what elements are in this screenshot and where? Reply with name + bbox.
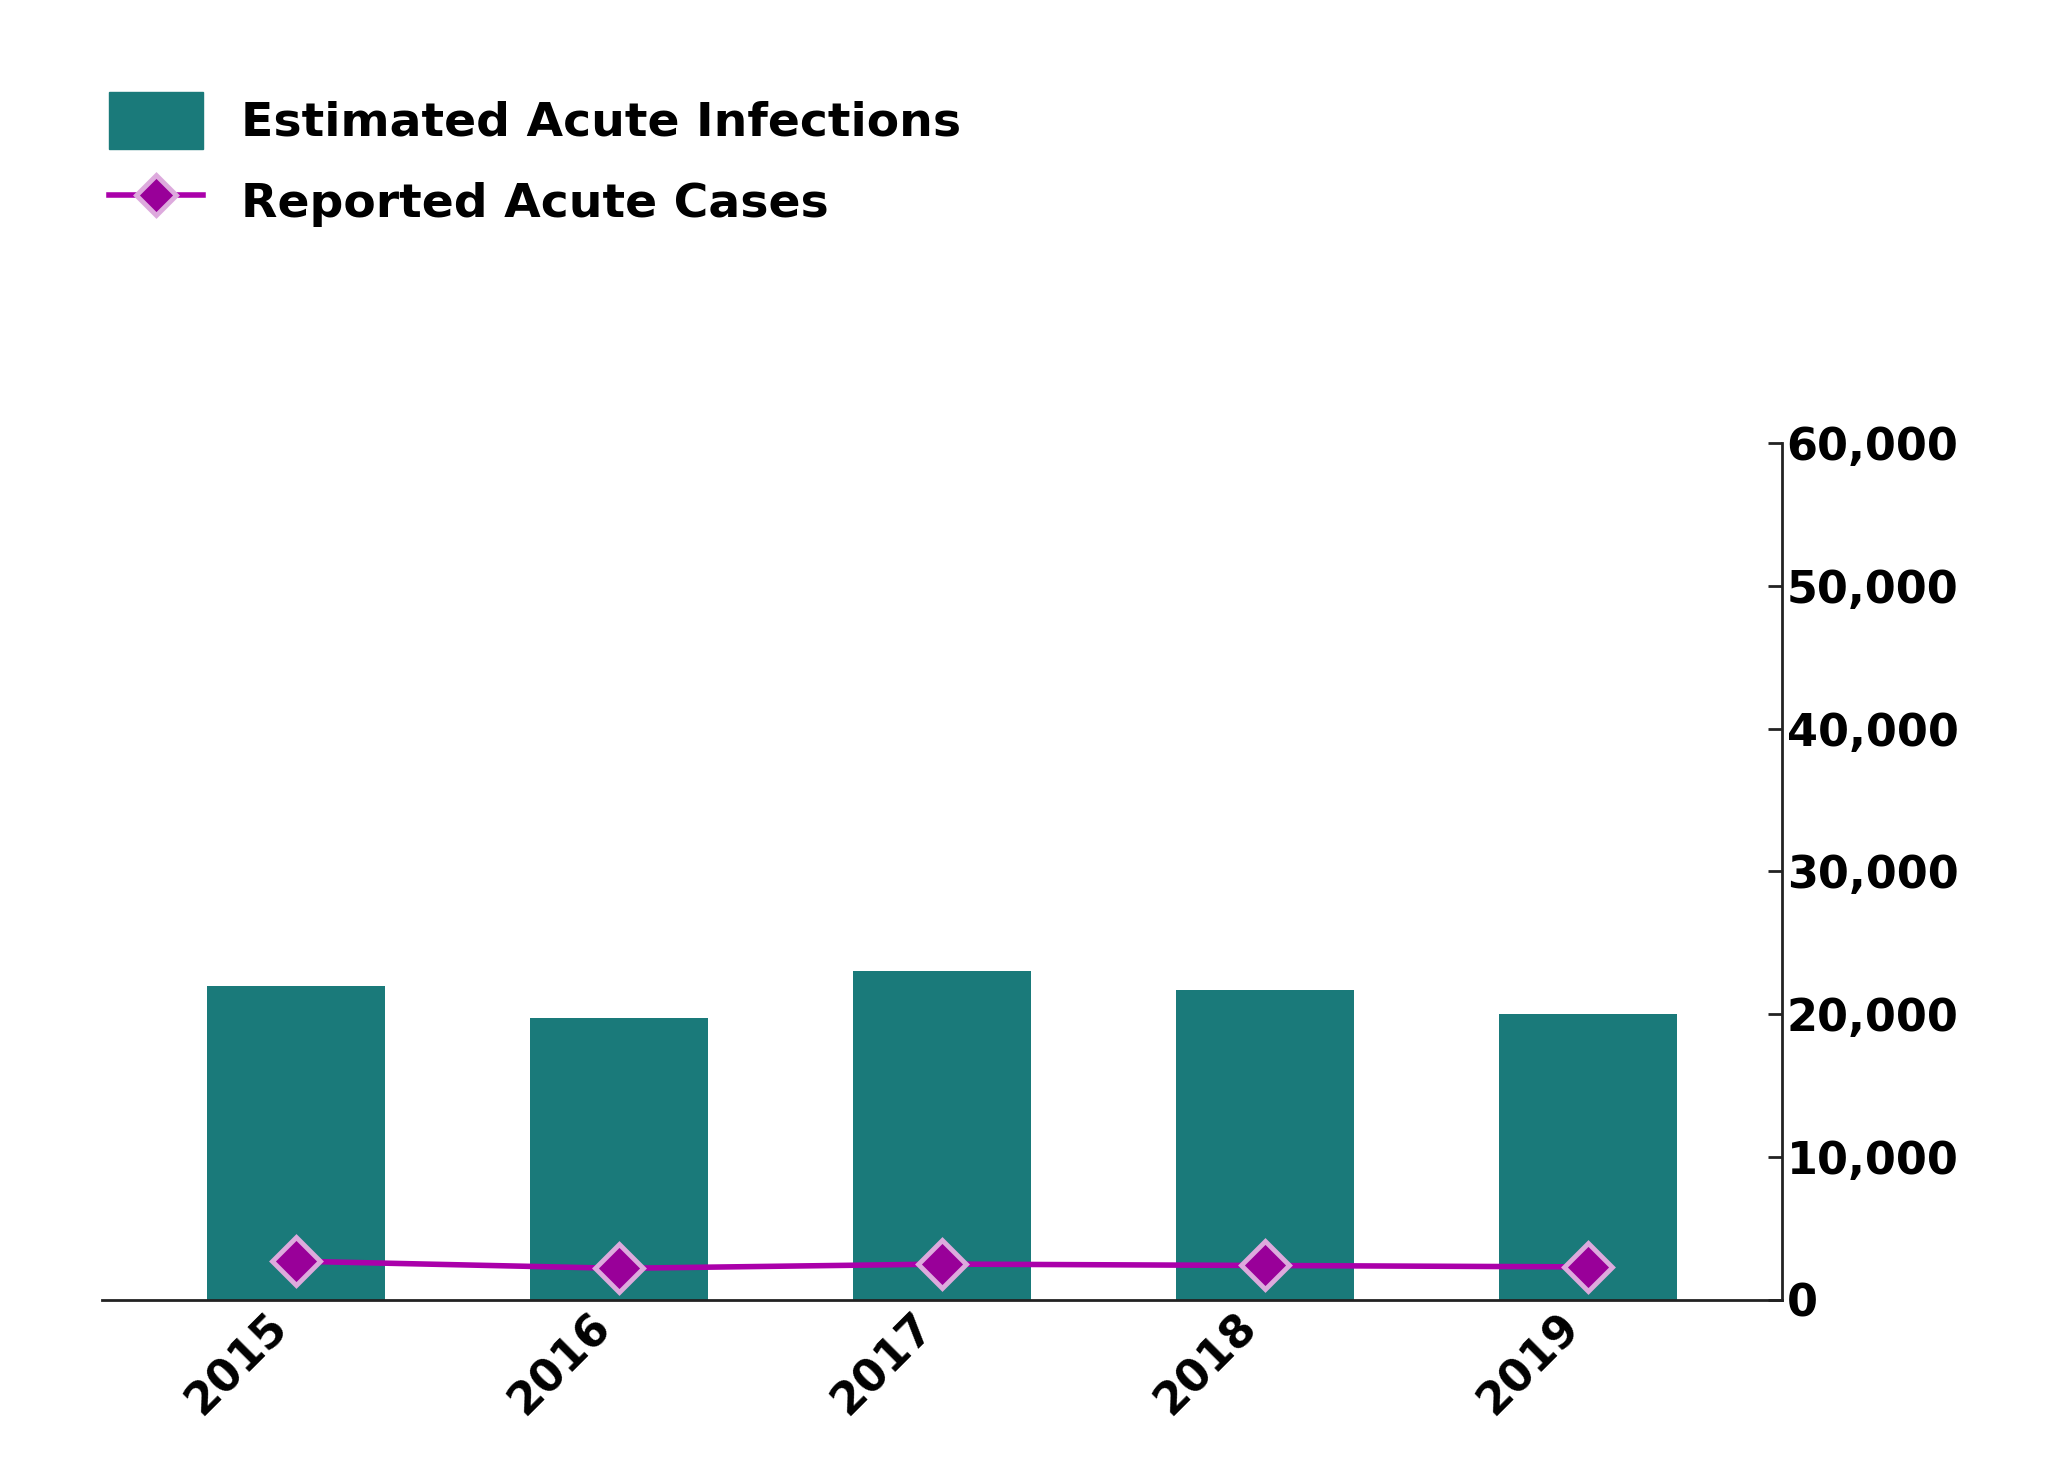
Bar: [854, 972, 1030, 1300]
Legend: Estimated Acute Infections, Reported Acute Cases: Estimated Acute Infections, Reported Acu…: [86, 68, 985, 254]
Bar: [207, 985, 385, 1300]
Bar: [1176, 990, 1354, 1300]
Bar: [530, 1019, 709, 1300]
Bar: [1499, 1015, 1677, 1300]
